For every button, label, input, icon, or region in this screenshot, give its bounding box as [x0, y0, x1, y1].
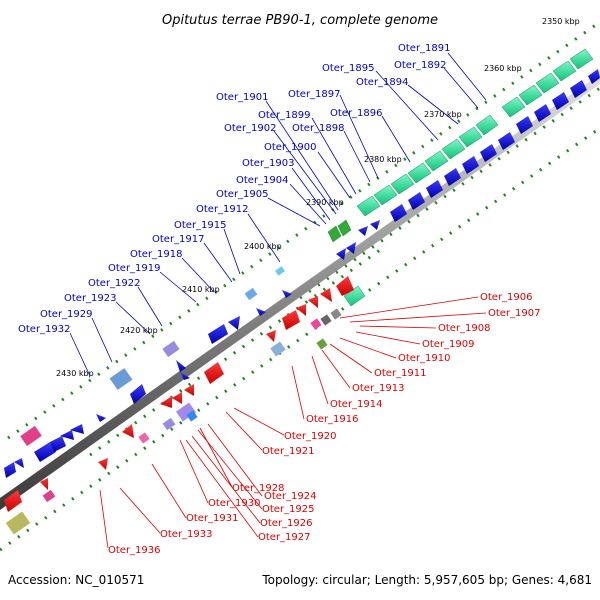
red-features: [4, 276, 354, 512]
kbp-label: 2370 kbp: [424, 110, 462, 119]
kbp-label: 2360 kbp: [484, 64, 522, 73]
forward-gene-text: Oter_1891 Oter_1892 Oter_1894 Oter_1895 …: [18, 43, 451, 335]
tick-line-outer: [7, 20, 600, 440]
kbp-label: 2350 kbp: [542, 17, 580, 26]
gene-label: Oter_1921: [262, 446, 315, 457]
gene-label: Oter_1908: [438, 323, 491, 334]
gene-label: Oter_1924: [264, 491, 317, 502]
gene-label: Oter_1920: [284, 431, 337, 442]
gene-label: Oter_1904: [236, 175, 289, 186]
gene-label: Oter_1907: [488, 308, 541, 319]
gene-label: Oter_1914: [330, 399, 383, 410]
reverse-gene-lines: [99, 296, 487, 549]
gene-label: Oter_1933: [160, 529, 213, 540]
gene-label: Oter_1932: [18, 324, 71, 335]
gene-label: Oter_1919: [108, 263, 161, 274]
gene-label: Oter_1936: [108, 545, 161, 556]
kbp-label: 2380 kbp: [364, 155, 402, 164]
gene-label: Oter_1900: [264, 142, 317, 153]
green-features: [327, 48, 594, 307]
map-title: Opitutus terrae PB90-1, complete genome: [162, 13, 438, 28]
lightblue-features: [5, 266, 342, 535]
gene-label: Oter_1906: [480, 292, 533, 303]
gene-label: Oter_1905: [216, 189, 269, 200]
gene-label: Oter_1903: [242, 158, 295, 169]
gene-label: Oter_1892: [394, 60, 447, 71]
gene-label: Oter_1896: [330, 108, 383, 119]
kbp-label: 2410 kbp: [182, 285, 220, 294]
kbp-label: 2430 kbp: [56, 369, 94, 378]
gene-label: Oter_1929: [40, 309, 93, 320]
gene-label: Oter_1925: [262, 504, 315, 515]
gene-label: Oter_1911: [374, 368, 427, 379]
gene-label: Oter_1926: [260, 518, 313, 529]
kbp-label: 2420 kbp: [120, 326, 158, 335]
gene-label: Oter_1895: [322, 63, 375, 74]
accession-label: Accession: NC_010571: [8, 573, 145, 587]
gene-label: Oter_1918: [130, 249, 183, 260]
gene-label: Oter_1922: [88, 278, 141, 289]
gene-label: Oter_1930: [208, 498, 261, 509]
kbp-tick-labels: 2350 kbp 2360 kbp 2370 kbp 2380 kbp 2390…: [56, 17, 580, 378]
gene-label: Oter_1931: [186, 513, 239, 524]
forward-gene-labels: [69, 52, 487, 377]
gene-label: Oter_1916: [306, 414, 359, 425]
gene-label: Oter_1894: [356, 77, 409, 88]
gene-label: Oter_1928: [232, 483, 285, 494]
tick-line-bottom: [0, 126, 600, 552]
gene-label: Oter_1891: [398, 43, 451, 54]
blue-features: [4, 69, 600, 478]
kbp-label: 2390 kbp: [306, 198, 344, 207]
gene-label: Oter_1923: [64, 293, 117, 304]
gene-label: Oter_1901: [216, 92, 269, 103]
gene-label: Oter_1897: [288, 89, 341, 100]
gene-label: Oter_1913: [352, 383, 405, 394]
reverse-gene-text: Oter_1906 Oter_1907 Oter_1908 Oter_1909 …: [108, 292, 541, 556]
pink-features: [20, 318, 322, 503]
gene-label: Oter_1909: [422, 339, 475, 350]
gene-label: Oter_1899: [258, 110, 311, 121]
genome-summary: Topology: circular; Length: 5,957,605 bp…: [262, 573, 592, 587]
tick-line-inner-upper: [299, 86, 600, 300]
gene-label: Oter_1912: [196, 204, 249, 215]
kbp-label: 2400 kbp: [244, 242, 282, 251]
tick-line-inner-lower: [89, 248, 381, 457]
gene-label: Oter_1915: [174, 220, 227, 231]
gene-label: Oter_1917: [152, 234, 205, 245]
gene-label: Oter_1902: [224, 123, 277, 134]
gene-label: Oter_1898: [292, 123, 345, 134]
gene-label: Oter_1927: [258, 532, 311, 543]
gene-label: Oter_1910: [398, 353, 451, 364]
